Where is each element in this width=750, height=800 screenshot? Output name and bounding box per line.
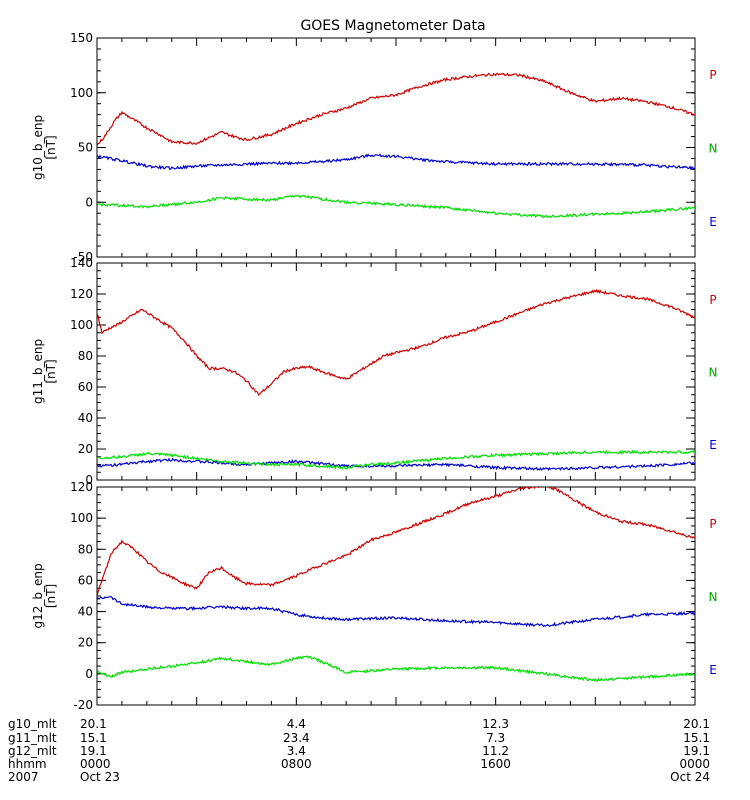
y-axis-label-name: g12_b_enp [31,563,45,628]
x-axis-value: 4.4 [287,717,306,731]
y-axis-label-unit: [nT] [44,135,58,159]
y-tick-label: 40 [78,605,93,619]
y-axis-label-unit: [nT] [44,584,58,608]
y-tick-label: 120 [70,480,93,494]
y-tick-label: 0 [85,473,93,487]
x-axis-value: 15.1 [683,731,710,745]
series-line-p [97,72,695,147]
y-axis-label-name: g11_b_enp [31,339,45,404]
y-axis-label-name: g10_b_enp [31,115,45,180]
series-line-e [97,449,695,470]
x-axis-value: 15.1 [80,731,107,745]
series-line-e [97,655,695,682]
series-label-e: E [709,438,717,452]
series-label-p: P [709,517,716,531]
x-axis-value: 12.3 [482,717,509,731]
series-label-e: E [709,663,717,677]
y-tick-label: 80 [78,542,93,556]
x-axis-value: 1600 [480,757,511,771]
y-tick-label: 60 [78,573,93,587]
x-row-label: g12_mlt [8,744,57,758]
y-tick-label: 20 [78,636,93,650]
series-line-n [97,595,695,628]
y-tick-label: 20 [78,442,93,456]
y-axis-label: g11_b_enp [nT] [31,339,58,404]
chart-title: GOES Magnetometer Data [300,18,485,34]
y-tick-label: 0 [85,195,93,209]
panel-g11: 0 20 40 60 80 100 120 140 g11_b_enp [nT] P N E [31,256,717,487]
series-line-p [97,288,695,396]
x-axis-value: Oct 23 [80,770,120,784]
y-tick-label: 100 [70,318,93,332]
y-tick-label: 100 [70,511,93,525]
x-axis-value: 19.1 [80,744,107,758]
x-row-label: g11_mlt [8,731,57,745]
y-tick-label: 140 [70,256,93,270]
y-tick-label: 120 [70,287,93,301]
y-axis-label: g12_b_enp [nT] [31,563,58,628]
x-axis-value: 7.3 [486,731,505,745]
y-tick-label: 60 [78,380,93,394]
x-axis-value: 0800 [281,757,312,771]
x-axis-value: 20.1 [80,717,107,731]
series-line-p [97,487,695,598]
y-tick-label: 80 [78,349,93,363]
series-label-p: P [709,293,716,307]
series-label-p: P [709,68,716,82]
x-row-label: hhmm [8,757,47,771]
x-axis-value: 20.1 [683,717,710,731]
x-row-label: g10_mlt [8,717,57,731]
x-axis-value: 23.4 [283,731,310,745]
x-axis-value: 19.1 [683,744,710,758]
x-row-label: 2007 [8,770,39,784]
y-axis-label: g10_b_enp [nT] [31,115,58,180]
y-tick-label: 0 [85,667,93,681]
y-tick-label: 40 [78,411,93,425]
y-tick-label: 150 [70,31,93,45]
y-tick-label: 100 [70,86,93,100]
x-axis-table: g10_mltg11_mltg12_mlthhmm200720.115.119.… [8,717,710,784]
x-axis-value: 3.4 [287,744,306,758]
series-label-n: N [709,590,718,604]
series-label-e: E [709,215,717,229]
x-axis-value: Oct 24 [670,770,710,784]
panel-g12: -20 0 20 40 60 80 100 120 g12_b_enp [nT] P N E [31,480,717,712]
series-line-n [97,153,695,171]
y-tick-label: -20 [73,698,93,712]
series-line-e [97,194,695,219]
panel-g10: -50 0 50 100 150 g10_b_enp [nT] P N E [31,31,717,264]
x-axis-value: 0000 [679,757,710,771]
y-tick-label: -50 [73,250,93,264]
y-axis-label-unit: [nT] [44,359,58,383]
x-axis-value: 0000 [80,757,111,771]
x-axis-value: 11.2 [482,744,509,758]
y-tick-label: 50 [78,141,93,155]
series-label-n: N [709,366,718,380]
series-label-n: N [709,142,718,156]
